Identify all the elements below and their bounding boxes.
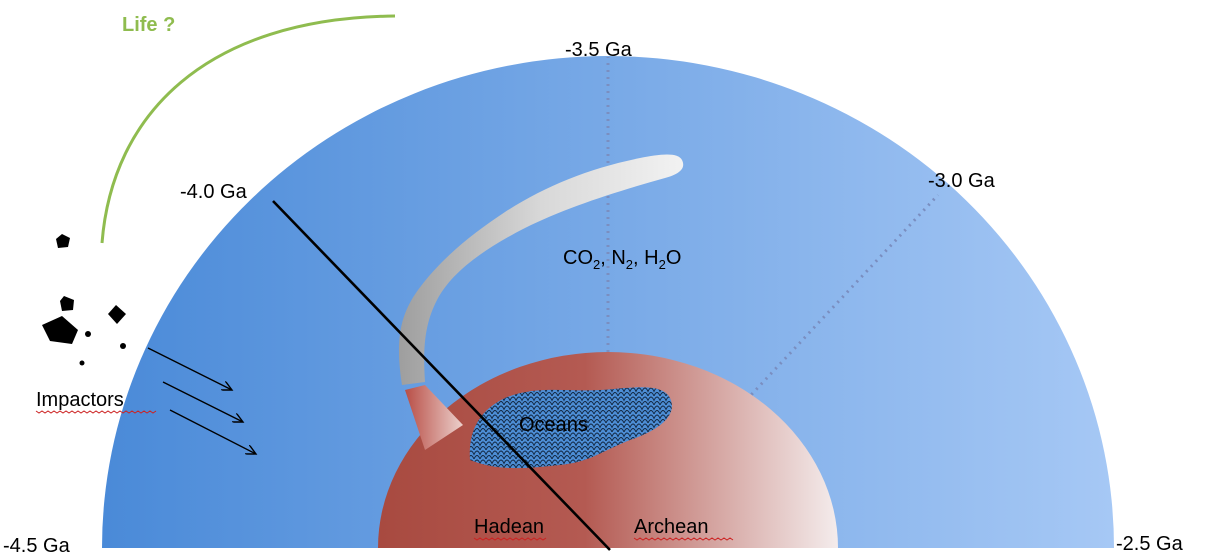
time-label-2-5-ga: -2.5 Ga [1116, 533, 1184, 555]
oceans-label: Oceans [519, 414, 588, 436]
hadean-spellcheck-underline [473, 537, 547, 541]
outgassing-plume [398, 154, 684, 385]
earth-dome [378, 352, 838, 548]
impactors-spellcheck-underline [35, 410, 157, 414]
hadean-label: Hadean [474, 516, 544, 538]
atmosphere-gases-label: CO2, N2, H2O [563, 247, 681, 272]
impactors-label: Impactors [36, 389, 124, 411]
impactor-rocks [42, 234, 126, 366]
impactor-arrows [147, 347, 256, 454]
life-arc [100, 14, 396, 244]
time-label-4-0-ga: -4.0 Ga [180, 181, 248, 203]
life-label: Life ? [122, 14, 175, 36]
archean-spellcheck-underline [633, 537, 734, 541]
time-label-4-5-ga: -4.5 Ga [3, 535, 71, 556]
time-line-4-0-ga [272, 200, 611, 551]
archean-label: Archean [634, 516, 709, 538]
ocean-shape [469, 387, 672, 469]
time-label-3-5-ga: -3.5 Ga [565, 39, 633, 61]
volcanic-vent [405, 385, 463, 450]
time-label-3-0-ga: -3.0 Ga [928, 170, 996, 192]
